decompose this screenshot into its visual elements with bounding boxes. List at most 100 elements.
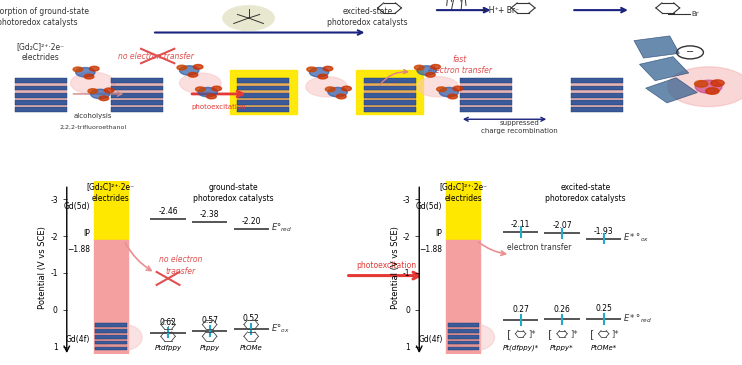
Polygon shape — [571, 97, 623, 100]
Circle shape — [180, 66, 199, 75]
Circle shape — [417, 66, 436, 75]
Text: 0.26: 0.26 — [554, 305, 571, 314]
Circle shape — [342, 86, 352, 91]
Y-axis label: Potential (V vs SCE): Potential (V vs SCE) — [39, 226, 47, 309]
Bar — [634, 36, 680, 58]
Polygon shape — [15, 93, 67, 97]
Polygon shape — [364, 86, 416, 90]
Text: -2.20: -2.20 — [241, 217, 261, 226]
Circle shape — [415, 65, 424, 70]
Polygon shape — [571, 83, 623, 86]
Text: ]*: ]* — [570, 329, 577, 338]
Circle shape — [90, 66, 99, 71]
Circle shape — [695, 81, 708, 87]
Polygon shape — [448, 333, 479, 335]
Polygon shape — [460, 100, 512, 105]
Polygon shape — [237, 90, 289, 93]
Text: $E°_{red}$: $E°_{red}$ — [271, 222, 292, 234]
Text: + H⁺: + H⁺ — [480, 5, 499, 15]
Circle shape — [70, 72, 115, 94]
Bar — [446, 241, 480, 354]
Polygon shape — [571, 107, 623, 112]
Text: -2.38: -2.38 — [200, 210, 220, 219]
Circle shape — [206, 94, 217, 99]
Circle shape — [328, 88, 347, 97]
Text: [Gd₂C]²⁺·2e⁻
electrides: [Gd₂C]²⁺·2e⁻ electrides — [439, 182, 487, 203]
Polygon shape — [460, 105, 512, 107]
Polygon shape — [95, 329, 126, 333]
Text: Ptppy*: Ptppy* — [551, 345, 574, 351]
Polygon shape — [448, 323, 479, 327]
Polygon shape — [95, 333, 126, 335]
Circle shape — [195, 87, 205, 92]
Polygon shape — [15, 83, 67, 86]
Polygon shape — [237, 78, 289, 83]
Polygon shape — [237, 97, 289, 100]
Text: photoexcitation: photoexcitation — [355, 261, 416, 270]
Circle shape — [180, 73, 221, 93]
Polygon shape — [111, 105, 163, 107]
Polygon shape — [364, 83, 416, 86]
Polygon shape — [15, 100, 67, 105]
Text: suppressed
charge recombination: suppressed charge recombination — [481, 120, 558, 134]
Text: photoexcitation: photoexcitation — [191, 104, 246, 110]
Polygon shape — [364, 78, 416, 83]
Text: -1.93: -1.93 — [594, 227, 614, 236]
Bar — [93, 181, 128, 241]
Polygon shape — [237, 107, 289, 112]
Circle shape — [223, 5, 275, 31]
Circle shape — [417, 77, 459, 97]
Text: −1.88: −1.88 — [68, 245, 91, 254]
Bar — [446, 181, 480, 241]
Text: fast
electron transfer: fast electron transfer — [428, 55, 492, 75]
Polygon shape — [237, 86, 289, 90]
Text: no electron transfer: no electron transfer — [33, 1, 48, 3]
Circle shape — [706, 88, 719, 94]
Circle shape — [711, 80, 724, 87]
Polygon shape — [95, 339, 126, 341]
Polygon shape — [364, 90, 416, 93]
Circle shape — [88, 89, 98, 93]
Polygon shape — [364, 97, 416, 100]
Text: Gd(5d): Gd(5d) — [416, 202, 442, 211]
Text: PtOMe: PtOMe — [240, 345, 263, 351]
Circle shape — [453, 86, 463, 91]
Text: Ptdfppy: Ptdfppy — [154, 345, 182, 351]
Polygon shape — [237, 105, 289, 107]
Text: 0.62: 0.62 — [160, 318, 177, 327]
Text: -2.46: -2.46 — [158, 207, 178, 216]
Circle shape — [318, 74, 327, 79]
Circle shape — [193, 65, 203, 69]
Polygon shape — [460, 78, 512, 83]
Text: [: [ — [590, 329, 594, 339]
Circle shape — [73, 67, 83, 72]
Text: ]*: ]* — [611, 329, 619, 338]
Polygon shape — [95, 335, 126, 339]
Text: 0.52: 0.52 — [243, 314, 260, 323]
Bar — [640, 57, 689, 81]
Circle shape — [431, 65, 441, 69]
Circle shape — [439, 88, 459, 97]
Polygon shape — [15, 105, 67, 107]
Circle shape — [448, 94, 457, 99]
Text: Gd(4f): Gd(4f) — [418, 335, 442, 344]
Text: excited-state
photoredox catalysts: excited-state photoredox catalysts — [327, 7, 407, 27]
Circle shape — [307, 67, 317, 72]
Text: adsorption of ground-state
photoredox catalysts: adsorption of ground-state photoredox ca… — [0, 7, 88, 27]
Text: −: − — [686, 47, 694, 57]
Circle shape — [105, 324, 142, 350]
Polygon shape — [15, 90, 67, 93]
Circle shape — [212, 86, 222, 91]
Polygon shape — [364, 93, 416, 97]
Polygon shape — [448, 345, 479, 346]
Text: 2,2,2-trifluoroethanol: 2,2,2-trifluoroethanol — [59, 125, 126, 130]
Polygon shape — [571, 100, 623, 105]
Text: ]*: ]* — [528, 329, 536, 338]
Text: excited-state
photoredox catalysts: excited-state photoredox catalysts — [545, 182, 626, 203]
Polygon shape — [364, 107, 416, 112]
Circle shape — [695, 80, 722, 93]
Text: $E°_{ox}$: $E°_{ox}$ — [271, 323, 289, 335]
Polygon shape — [111, 86, 163, 90]
Polygon shape — [448, 329, 479, 333]
Polygon shape — [111, 100, 163, 105]
